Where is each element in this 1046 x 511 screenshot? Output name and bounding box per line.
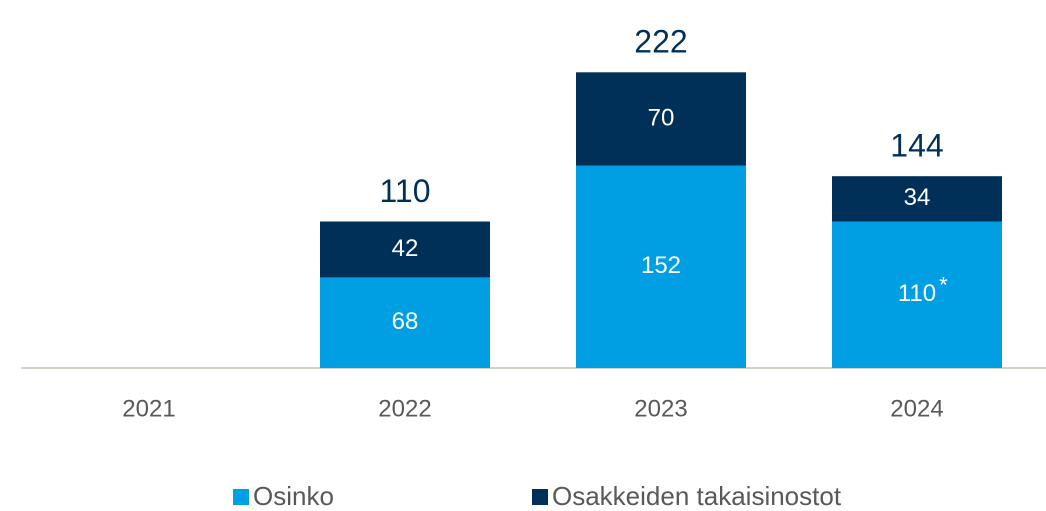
bar-segment	[576, 165, 746, 368]
total-label: 144	[890, 128, 943, 164]
data-label: 70	[648, 104, 675, 131]
bar-segment	[320, 277, 490, 368]
bar-segment	[832, 221, 1002, 368]
legend-swatch	[233, 489, 249, 505]
bar-segment	[576, 72, 746, 166]
data-label: 110	[898, 280, 936, 307]
data-label: 152	[641, 252, 681, 279]
bar-segment	[320, 221, 490, 278]
x-tick-label: 2021	[122, 395, 175, 422]
total-label: 110	[379, 173, 430, 209]
x-tick-label: 2023	[634, 395, 687, 422]
legend-swatch	[532, 489, 548, 505]
data-label: 34	[904, 184, 931, 211]
note-marker: *	[939, 273, 948, 298]
x-tick-label: 2022	[378, 395, 431, 422]
total-label: 222	[634, 24, 687, 60]
data-label: 42	[392, 235, 419, 262]
legend-label: Osinko	[253, 481, 334, 511]
bar-segment	[832, 176, 1002, 222]
legend-label: Osakkeiden takaisinostot	[552, 481, 842, 511]
x-tick-label: 2024	[890, 395, 943, 422]
data-label: 68	[392, 308, 419, 335]
